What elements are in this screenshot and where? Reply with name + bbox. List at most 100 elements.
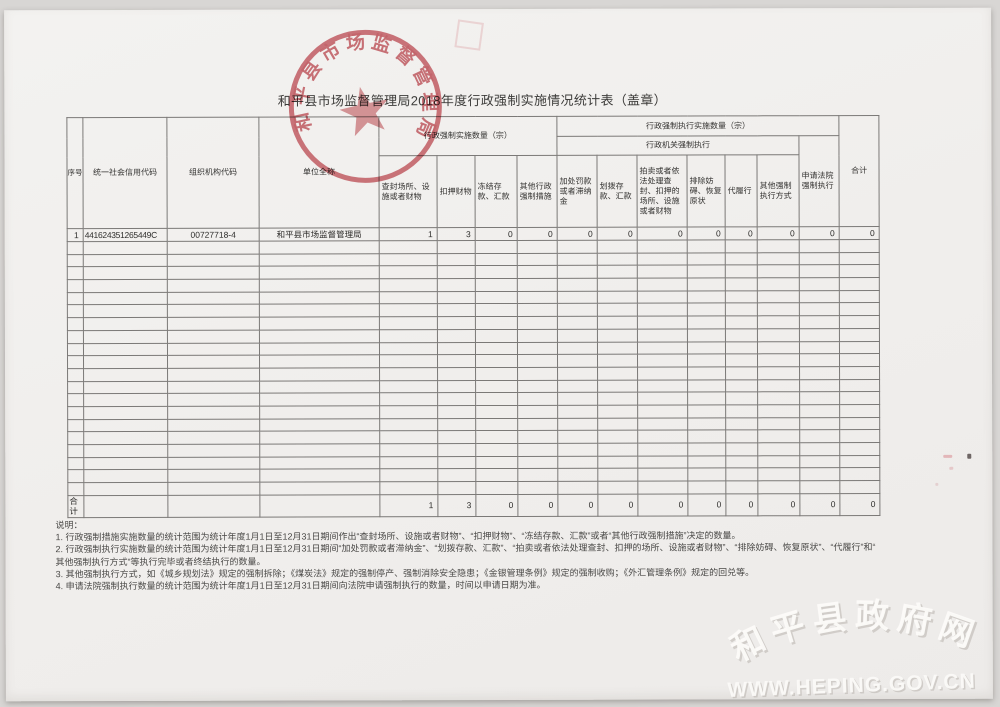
empty-cell bbox=[475, 481, 518, 495]
header-freeze-deposits: 冻结存款、汇款 bbox=[474, 155, 518, 228]
empty-cell bbox=[725, 455, 758, 469]
total-value: 0 bbox=[557, 493, 598, 517]
cell-credit-code: 441624351265449C bbox=[83, 228, 168, 242]
empty-cell bbox=[379, 342, 438, 355]
empty-cell bbox=[637, 278, 688, 291]
empty-cell bbox=[839, 290, 880, 304]
empty-cell bbox=[757, 442, 800, 456]
empty-cell bbox=[167, 253, 260, 267]
empty-cell bbox=[379, 392, 438, 406]
empty-cell bbox=[517, 443, 558, 457]
empty-cell bbox=[379, 329, 438, 343]
empty-cell bbox=[259, 342, 380, 356]
empty-cell bbox=[437, 342, 476, 355]
empty-cell bbox=[67, 482, 84, 496]
empty-cell bbox=[475, 278, 518, 292]
empty-cell bbox=[379, 354, 438, 368]
empty-cell bbox=[557, 240, 598, 254]
empty-cell bbox=[597, 354, 638, 368]
cell-org-code: 00727718-4 bbox=[167, 228, 260, 242]
empty-cell bbox=[167, 469, 260, 483]
empty-cell bbox=[687, 379, 726, 393]
empty-cell bbox=[83, 317, 168, 331]
empty-cell bbox=[687, 455, 726, 469]
empty-cell bbox=[167, 444, 260, 458]
empty-cell bbox=[557, 443, 598, 457]
document-title: 和平县市场监督管理局2018年度行政强制实施情况统计表（盖章） bbox=[277, 92, 667, 109]
total-value: 0 bbox=[839, 493, 880, 516]
empty-cell bbox=[799, 417, 840, 431]
empty-cell bbox=[557, 430, 598, 444]
empty-cell bbox=[839, 366, 880, 380]
cell-value: 0 bbox=[757, 226, 800, 240]
empty-cell bbox=[167, 482, 260, 496]
header-court-enforcement: 申请法院强制执行 bbox=[798, 135, 840, 227]
empty-cell bbox=[597, 468, 638, 482]
header-group-execution: 行政强制执行实施数量（宗） bbox=[556, 115, 839, 137]
empty-cell bbox=[725, 480, 758, 494]
header-auction-property: 拍卖或者依法处理查封、扣押的场所、设施或者财物 bbox=[636, 155, 688, 228]
table-body: 1 441624351265449C 00727718-4 和平县市场监督管理局… bbox=[67, 226, 880, 518]
empty-cell bbox=[839, 404, 880, 418]
empty-cell bbox=[67, 254, 84, 268]
empty-cell bbox=[259, 278, 380, 292]
empty-cell bbox=[557, 405, 598, 418]
empty-cell bbox=[839, 315, 880, 329]
empty-cell bbox=[757, 252, 800, 266]
site-watermark: 和平县政府网 和平县政府网 WWW.HEPING.GOV.CN WWW.HEPI… bbox=[723, 592, 988, 701]
empty-cell bbox=[557, 367, 598, 380]
empty-cell bbox=[167, 266, 260, 280]
empty-cell bbox=[379, 430, 438, 444]
empty-cell bbox=[259, 380, 380, 394]
empty-cell bbox=[597, 405, 638, 418]
cell-value: 3 bbox=[437, 227, 476, 241]
empty-cell bbox=[725, 303, 758, 317]
empty-cell bbox=[687, 442, 726, 456]
total-value: 0 bbox=[637, 493, 688, 517]
empty-cell bbox=[799, 315, 840, 329]
empty-cell bbox=[725, 379, 758, 393]
notes-section: 说明： 1. 行政强制措施实施数量的统计范围为统计年度1月1日至12月31日期间… bbox=[55, 517, 985, 593]
empty-cell bbox=[475, 253, 518, 266]
empty-cell bbox=[725, 341, 758, 355]
empty-cell bbox=[687, 430, 726, 444]
empty-cell bbox=[437, 418, 476, 431]
cell-value: 0 bbox=[597, 227, 638, 241]
cell-value: 0 bbox=[517, 227, 558, 241]
header-org-code: 组织机构代码 bbox=[166, 117, 260, 229]
empty-cell bbox=[517, 253, 558, 266]
empty-cell bbox=[167, 456, 260, 470]
empty-cell bbox=[687, 354, 726, 367]
empty-cell bbox=[67, 330, 84, 344]
empty-cell bbox=[757, 480, 800, 494]
empty-cell bbox=[259, 456, 380, 470]
empty-cell bbox=[687, 404, 726, 418]
empty-cell bbox=[725, 404, 758, 418]
cell-value: 0 bbox=[557, 227, 598, 241]
empty-cell bbox=[67, 419, 84, 432]
empty-cell bbox=[687, 252, 726, 266]
empty-cell bbox=[67, 381, 84, 394]
empty-cell bbox=[637, 316, 688, 329]
empty-cell bbox=[259, 253, 380, 267]
empty-cell bbox=[437, 430, 476, 444]
empty-cell bbox=[597, 252, 638, 266]
empty-cell bbox=[517, 405, 558, 419]
empty-cell bbox=[259, 367, 380, 381]
total-value: 0 bbox=[517, 494, 558, 517]
empty-cell bbox=[259, 266, 380, 280]
empty-cell bbox=[437, 240, 476, 254]
scan-speck bbox=[935, 482, 939, 486]
empty-cell bbox=[725, 315, 758, 329]
empty-cell bbox=[839, 252, 880, 265]
empty-cell bbox=[725, 328, 758, 342]
empty-cell bbox=[799, 442, 840, 456]
empty-cell bbox=[557, 481, 598, 495]
empty-cell bbox=[839, 353, 880, 367]
empty-cell bbox=[557, 252, 598, 266]
empty-cell bbox=[687, 480, 726, 494]
cell-value: 0 bbox=[475, 227, 518, 241]
total-value: 1 bbox=[379, 494, 438, 517]
empty-cell bbox=[67, 368, 84, 382]
scan-speck bbox=[967, 453, 972, 459]
